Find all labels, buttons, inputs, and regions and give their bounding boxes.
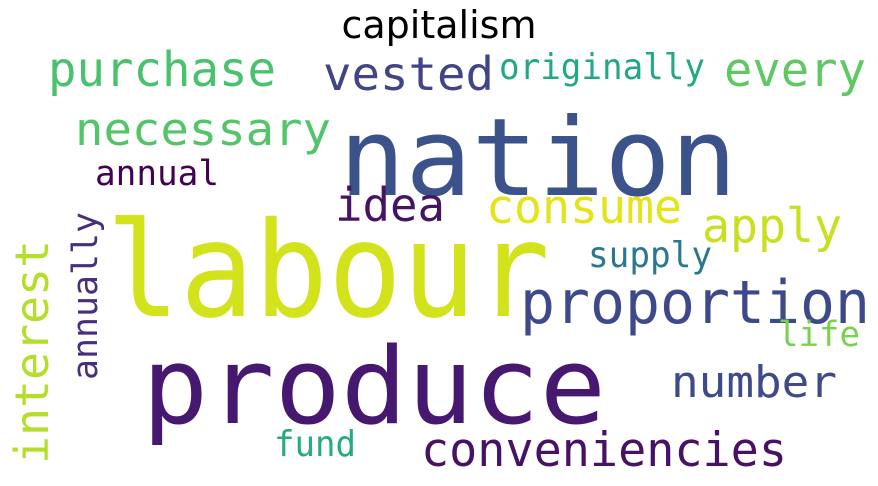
- word-annual: annual: [95, 154, 219, 194]
- word-labour: labour: [106, 194, 550, 348]
- word-vested: vested: [323, 47, 494, 101]
- word-proportion: proportion: [520, 268, 870, 338]
- word-nation: nation: [339, 96, 737, 221]
- word-interest: interest: [5, 240, 59, 464]
- page-title: capitalism: [341, 3, 537, 47]
- word-life: life: [778, 315, 860, 355]
- word-produce: produce: [142, 325, 606, 448]
- word-consume: consume: [486, 180, 682, 235]
- word-apply: apply: [702, 199, 842, 254]
- word-conveniencies: conveniencies: [421, 423, 787, 478]
- word-purchase: purchase: [48, 42, 276, 98]
- word-every: every: [724, 43, 866, 98]
- word-fund: fund: [274, 424, 356, 465]
- word-supply: supply: [588, 235, 712, 276]
- word-annually: annually: [66, 212, 106, 380]
- word-idea: idea: [335, 178, 445, 232]
- word-originally: originally: [499, 47, 705, 88]
- word-number: number: [671, 357, 837, 408]
- word-necessary: necessary: [75, 103, 331, 156]
